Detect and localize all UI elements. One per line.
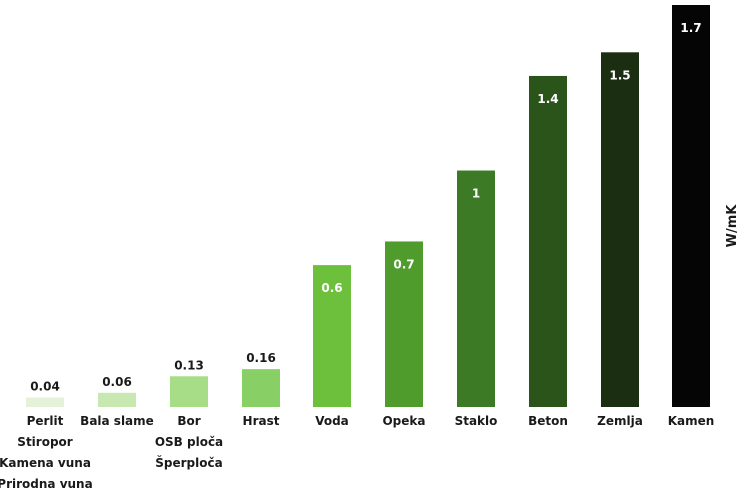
category-label-0-2: Kamena vuna (0, 456, 91, 470)
y-axis-label: W/mK (725, 204, 740, 248)
value-label-1: 0.06 (102, 375, 132, 389)
category-label-5-0: Opeka (382, 414, 425, 428)
category-label-6-0: Staklo (455, 414, 498, 428)
category-label-2-0: Bor (177, 414, 200, 428)
bar-2 (170, 376, 208, 407)
value-label-6: 1 (472, 187, 480, 201)
category-label-1-0: Bala slame (80, 414, 154, 428)
category-label-0-0: Perlit (27, 414, 64, 428)
bars-group (26, 5, 710, 408)
bar-4 (313, 265, 351, 407)
value-label-0: 0.04 (30, 380, 60, 394)
bar-5 (385, 241, 423, 407)
category-label-7-0: Beton (528, 414, 568, 428)
bar-8 (601, 52, 639, 407)
value-label-4: 0.6 (321, 281, 342, 295)
bar-6 (457, 170, 495, 407)
category-label-0-1: Stiropor (17, 435, 72, 449)
category-label-3-0: Hrast (243, 414, 280, 428)
value-labels-group: 0.04 0.06 0.13 0.16 0.6 0.7 1 1.4 1.5 1.7 (30, 21, 701, 394)
bar-3 (242, 369, 280, 407)
category-label-8-0: Zemlja (597, 414, 643, 428)
bar-0 (26, 397, 64, 407)
category-label-4-0: Voda (315, 414, 349, 428)
category-label-2-2: Šperploča (155, 455, 222, 470)
category-label-2-1: OSB ploča (155, 435, 223, 449)
value-label-9: 1.7 (680, 21, 701, 35)
value-label-5: 0.7 (393, 257, 414, 271)
value-label-7: 1.4 (537, 92, 558, 106)
category-label-0-3: Prirodna vuna (0, 477, 93, 491)
category-labels-group: Perlit Stiropor Kamena vuna Prirodna vuna Ba… (0, 414, 714, 491)
value-label-3: 0.16 (246, 351, 276, 365)
bar-9 (672, 5, 710, 407)
category-label-9-0: Kamen (668, 414, 715, 428)
bar-1 (98, 392, 136, 407)
value-label-8: 1.5 (609, 68, 630, 82)
value-label-2: 0.13 (174, 358, 204, 372)
bar-7 (529, 75, 567, 408)
